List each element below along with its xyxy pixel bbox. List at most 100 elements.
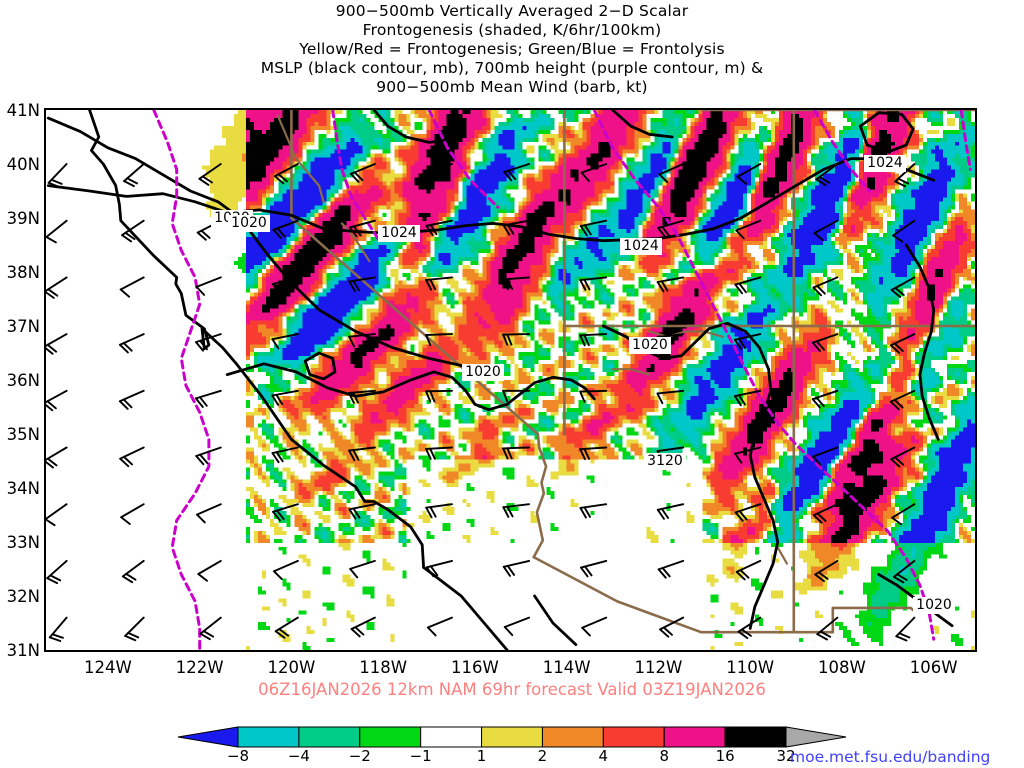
wind-barb-flag xyxy=(352,507,361,519)
wind-barb-flag xyxy=(660,507,670,519)
frontogenesis-map xyxy=(46,110,975,650)
wind-barb-staff xyxy=(273,559,299,573)
wind-barb-flag xyxy=(503,170,513,182)
colorbar-tick-label: 2 xyxy=(537,747,548,765)
wind-barb-flag xyxy=(46,577,59,585)
river-line xyxy=(340,222,371,263)
wind-barb-flag xyxy=(815,340,825,351)
wind-barb-flag xyxy=(272,228,282,239)
wind-barb-flag xyxy=(737,630,749,640)
watermark: moe.met.fsu.edu/banding xyxy=(790,748,991,766)
wind-barb-staff xyxy=(503,616,531,628)
wind-barb-staff xyxy=(197,559,222,575)
mslp-contour-label: 1024 xyxy=(378,225,420,242)
wind-barb-flag xyxy=(816,512,827,522)
wind-barb-flag xyxy=(811,398,821,409)
wind-barb-staff xyxy=(195,276,222,288)
wind-barb-flag xyxy=(897,177,910,185)
baja-coast xyxy=(422,566,509,650)
wind-barb-staff xyxy=(813,219,839,235)
frontogenesis-band xyxy=(246,110,975,551)
wind-barb-flag xyxy=(199,453,209,464)
wind-barb-flag xyxy=(734,452,743,464)
wind-barb-flag xyxy=(894,287,905,296)
wind-barb-flag xyxy=(737,394,746,406)
wind-barb-flag xyxy=(502,447,509,460)
colorbar-swatch xyxy=(420,726,483,748)
wind-barb-flag xyxy=(46,403,54,412)
wind-barb-flag xyxy=(892,234,904,243)
wind-barb-flag xyxy=(583,278,591,291)
wind-barb-staff xyxy=(119,276,145,291)
lat-tick-41N: 41N xyxy=(6,101,40,120)
wind-barb-flag xyxy=(46,347,54,355)
wind-barb-flag xyxy=(657,568,667,579)
wind-barb-flag xyxy=(119,288,131,298)
wind-barb-flag xyxy=(502,278,509,291)
map-panel[interactable] xyxy=(44,108,977,652)
wind-barb-flag xyxy=(278,628,290,637)
wind-barb-flag xyxy=(124,231,136,241)
colorbar-tick-label: −8 xyxy=(226,747,250,765)
height-contour-label: 3120 xyxy=(644,453,686,470)
state-border-line xyxy=(290,110,540,436)
map-frame xyxy=(44,108,977,652)
wind-barb-flag xyxy=(197,573,208,582)
lon-tick-122W: 122W xyxy=(175,658,224,677)
wind-barb-staff xyxy=(892,219,916,237)
colorbar-swatch xyxy=(481,726,543,748)
wind-barb-flag xyxy=(816,633,828,641)
mslp-contour-line xyxy=(858,111,915,154)
lon-tick-124W: 124W xyxy=(84,658,132,677)
height-contour-line xyxy=(331,110,381,242)
wind-barb-flag xyxy=(352,279,360,292)
wind-barb-flag xyxy=(121,234,133,243)
height-contour-line xyxy=(592,110,936,641)
wind-barb-flag xyxy=(429,278,437,291)
wind-barb-flag xyxy=(425,447,432,460)
lat-tick-39N: 39N xyxy=(6,209,40,228)
wind-barb-flag xyxy=(425,506,433,519)
wind-barb-flag xyxy=(502,333,509,346)
wind-barb-flag xyxy=(46,291,55,299)
state-border-line xyxy=(532,432,548,559)
wind-barb-flag xyxy=(198,396,208,407)
wind-barbs xyxy=(46,163,916,642)
wind-barb-flag xyxy=(816,284,826,295)
wind-barb-flag xyxy=(579,334,586,347)
colorbar-tick-label: −1 xyxy=(409,747,432,765)
wind-barb-flag xyxy=(735,229,745,240)
lat-tick-35N: 35N xyxy=(6,425,40,444)
wind-barb-staff xyxy=(46,503,68,520)
wind-barb-flag xyxy=(425,334,432,347)
frontogenesis-shading xyxy=(202,110,975,650)
wind-barb-flag xyxy=(195,455,205,466)
wind-barb-flag xyxy=(736,175,748,185)
wind-barb-flag xyxy=(502,506,510,518)
wind-barb-flag xyxy=(658,173,669,184)
wind-barb-flag xyxy=(425,566,435,578)
wind-barb-flag xyxy=(583,224,592,236)
wind-barb-staff xyxy=(579,389,608,393)
lat-tick-34N: 34N xyxy=(6,479,40,498)
lat-tick-36N: 36N xyxy=(6,371,40,390)
wind-barb-flag xyxy=(118,400,129,410)
wind-barb-flag xyxy=(426,626,437,637)
mslp-contour-label: 1020 xyxy=(462,364,504,381)
mslp-contour-label: 1024 xyxy=(620,238,662,255)
wind-barb-flag xyxy=(890,289,902,298)
wind-barb-flag xyxy=(46,460,54,469)
wind-barb-flag xyxy=(506,564,516,576)
wind-barb-flag xyxy=(506,278,514,290)
wind-barb-flag xyxy=(198,177,210,186)
wind-barb-flag xyxy=(350,628,361,638)
wind-barb-flag xyxy=(734,511,744,522)
title-line-5: 900−500mb Mean Wind (barb, kt) xyxy=(376,78,648,96)
wind-barb-staff xyxy=(271,276,299,285)
wind-barb-flag xyxy=(896,573,908,581)
wind-barb-flag xyxy=(119,457,130,468)
wind-barb-flag xyxy=(275,451,284,463)
wind-barb-flag xyxy=(815,178,827,187)
mslp-contour-line xyxy=(225,362,596,412)
wind-barb-flag xyxy=(812,455,822,466)
